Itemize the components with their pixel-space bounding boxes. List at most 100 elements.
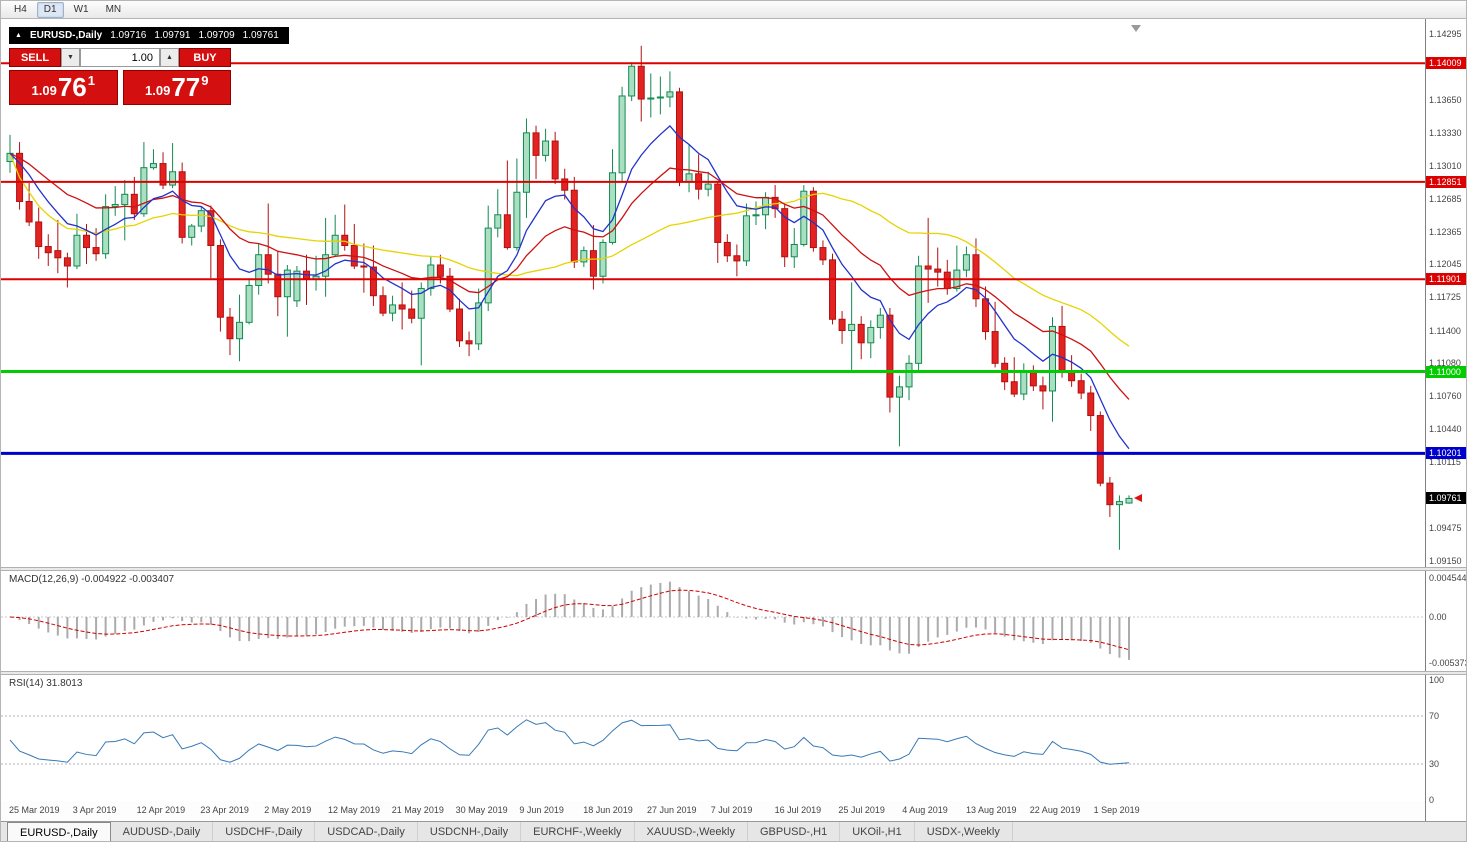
rsi-name: RSI(14) — [9, 678, 44, 689]
sell-price-display[interactable]: 1.09 76 1 — [9, 70, 118, 105]
date-label: 25 Mar 2019 — [9, 805, 60, 815]
rsi-indicator-label: RSI(14) 31.8013 — [9, 678, 82, 689]
timeframe-toolbar: H4 D1 W1 MN — [1, 1, 1466, 19]
timeframe-button-w1[interactable]: W1 — [73, 3, 89, 15]
buy-price-pips: 77 — [171, 72, 201, 102]
rsi-axis-tick: 0 — [1429, 795, 1435, 805]
sell-price-main: 1.09 — [31, 83, 57, 98]
chart-tab-audusd-daily[interactable]: AUDUSD-,Daily — [111, 822, 214, 841]
date-label: 4 Aug 2019 — [902, 805, 948, 815]
macd-histogram — [18, 581, 1130, 660]
price-axis-tick: 1.12045 — [1429, 259, 1462, 270]
date-label: 27 Jun 2019 — [647, 805, 697, 815]
date-label: 16 Jul 2019 — [774, 805, 822, 815]
date-label: 2 May 2019 — [264, 805, 312, 815]
volume-input[interactable]: 1.00 — [80, 48, 160, 67]
price-tag-1.11000: 1.11000 — [1426, 365, 1466, 378]
date-label: 13 Aug 2019 — [966, 805, 1017, 815]
chart-symbol-period: EURUSD-,Daily — [29, 30, 103, 41]
buy-price-display[interactable]: 1.09 77 9 — [122, 70, 231, 105]
price-axis-tick: 1.13650 — [1429, 95, 1462, 106]
macd-axis-tick: 0.004544 — [1429, 573, 1467, 583]
price-axis-tick: 1.12685 — [1429, 193, 1462, 204]
rsi-axis-tick: 70 — [1429, 711, 1440, 721]
price-axis-tick: 1.13330 — [1429, 127, 1462, 138]
chart-shift-marker[interactable] — [1131, 25, 1141, 32]
chart-area-background — [1, 19, 1466, 821]
ma-slow-line — [9, 153, 1130, 347]
one-click-trading-panel: SELL ▼ 1.00 ▲ BUY 1.09 76 1 1.09 77 9 — [9, 48, 231, 105]
chart-tab-xauusd-weekly[interactable]: XAUUSD-,Weekly — [635, 822, 748, 841]
ohlc-low: 1.09709 — [198, 30, 235, 41]
buy-button[interactable]: BUY — [179, 48, 231, 67]
rsi-axis-tick: 30 — [1429, 759, 1440, 769]
date-label: 3 Apr 2019 — [72, 805, 117, 815]
price-axis[interactable]: 1.14295 1.13650 1.13330 1.13010 1.12685 1.123… — [1425, 19, 1467, 821]
price-axis-tick: 1.09150 — [1429, 556, 1462, 566]
ma-medium-line — [9, 152, 1130, 400]
price-axis-tick: 1.11725 — [1429, 292, 1461, 303]
date-label: 25 Jul 2019 — [838, 805, 885, 815]
price-axis-tick: 1.10440 — [1429, 423, 1462, 434]
chart-tab-eurchf-weekly[interactable]: EURCHF-,Weekly — [521, 822, 635, 841]
price-axis-tick: 1.14295 — [1429, 29, 1462, 39]
timeframe-button-mn[interactable]: MN — [105, 3, 122, 15]
price-axis-tick: 1.10760 — [1429, 391, 1462, 402]
date-label: 12 May 2019 — [328, 805, 381, 815]
ma-fast-line — [9, 124, 1130, 450]
date-label: 23 Apr 2019 — [200, 805, 249, 815]
price-tag-1.11901: 1.11901 — [1426, 273, 1466, 286]
macd-canvas[interactable] — [1, 571, 1425, 671]
timeframe-button-d1[interactable]: D1 — [36, 1, 64, 18]
chart-title-bar: ▲ EURUSD-,Daily 1.09716 1.09791 1.09709 … — [9, 27, 289, 44]
sell-price-pips: 76 — [57, 72, 87, 102]
panel-splitter-macd[interactable] — [1, 567, 1466, 571]
chart-tab-eurusd-daily[interactable]: EURUSD-,Daily — [7, 822, 111, 841]
ohlc-high: 1.09791 — [154, 30, 191, 41]
date-label: 1 Sep 2019 — [1093, 805, 1140, 815]
ohlc-close: 1.09761 — [242, 30, 279, 41]
macd-signal-line — [9, 589, 1130, 651]
date-label: 21 May 2019 — [391, 805, 444, 815]
date-label: 30 May 2019 — [455, 805, 508, 815]
window-marker-icon: ▲ — [15, 32, 22, 39]
buy-price-point: 9 — [201, 73, 209, 88]
sell-price-point: 1 — [87, 73, 95, 88]
sell-button[interactable]: SELL — [9, 48, 61, 67]
price-axis-tick: 1.11400 — [1429, 325, 1461, 336]
price-axis-tick: 1.12365 — [1429, 226, 1462, 237]
chart-tab-usdx-weekly[interactable]: USDX-,Weekly — [915, 822, 1013, 841]
timeframe-button-h4[interactable]: H4 — [14, 3, 27, 15]
chart-tab-gbpusd-h1[interactable]: GBPUSD-,H1 — [748, 822, 841, 841]
price-tag-1.09761: 1.09761 — [1426, 492, 1466, 505]
chart-tab-ukoil-h1[interactable]: UKOil-,H1 — [840, 822, 915, 841]
price-tag-1.14009: 1.14009 — [1426, 57, 1466, 70]
chart-tab-usdcnh-daily[interactable]: USDCNH-,Daily — [418, 822, 522, 841]
date-label: 12 Apr 2019 — [136, 805, 186, 815]
rsi-axis-tick: 100 — [1429, 675, 1445, 685]
date-label: 22 Aug 2019 — [1029, 805, 1081, 815]
chart-tab-usdcad-daily[interactable]: USDCAD-,Daily — [315, 822, 418, 841]
rsi-value: 31.8013 — [46, 678, 83, 689]
price-axis-tick: 1.13010 — [1429, 160, 1462, 171]
macd-name: MACD(12,26,9) — [9, 574, 79, 585]
price-chart-canvas[interactable] — [1, 21, 1425, 567]
panel-splitter-rsi[interactable] — [1, 671, 1466, 675]
chart-tab-usdchf-daily[interactable]: USDCHF-,Daily — [213, 822, 316, 841]
volume-increase-button[interactable]: ▲ — [160, 48, 179, 67]
price-axis-tick: 1.10115 — [1429, 457, 1461, 468]
rsi-canvas[interactable] — [1, 675, 1425, 801]
candlestick-series — [6, 45, 1133, 550]
volume-decrease-button[interactable]: ▼ — [61, 48, 80, 67]
price-axis-tick: 1.09475 — [1429, 522, 1462, 533]
date-label: 18 Jun 2019 — [583, 805, 633, 815]
chart-tabs-bar: EURUSD-,Daily AUDUSD-,Daily USDCHF-,Daily U… — [1, 821, 1466, 841]
price-tag-1.10201: 1.10201 — [1426, 447, 1466, 460]
macd-indicator-label: MACD(12,26,9) -0.004922 -0.003407 — [9, 574, 174, 585]
macd-axis-tick: -0.005373 — [1429, 658, 1467, 668]
ohlc-open: 1.09716 — [110, 30, 147, 41]
macd-axis-tick: 0.00 — [1429, 611, 1447, 622]
time-axis[interactable]: 25 Mar 2019 3 Apr 2019 12 Apr 2019 23 Apr 2… — [1, 801, 1425, 821]
buy-price-main: 1.09 — [145, 83, 171, 98]
